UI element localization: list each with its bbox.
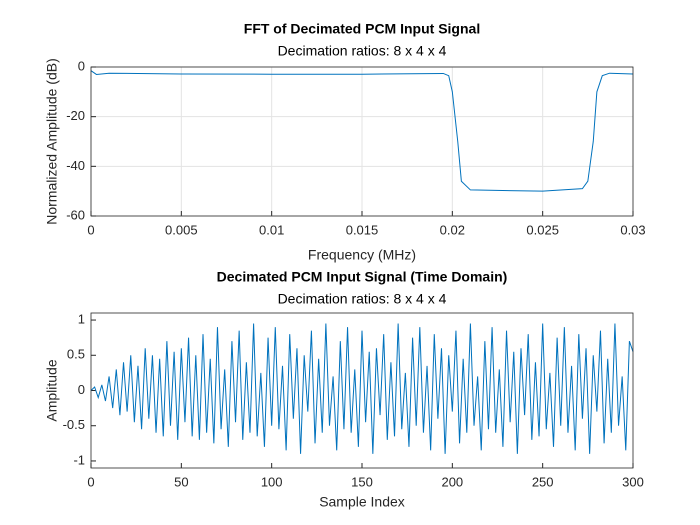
y-tick-label: 0 bbox=[78, 58, 85, 73]
x-tick-label: 0 bbox=[87, 222, 94, 237]
y-axis-label: Amplitude bbox=[44, 359, 60, 421]
chart-subtitle: Decimation ratios: 8 x 4 x 4 bbox=[278, 291, 447, 307]
y-tick-label: 0 bbox=[78, 382, 85, 397]
y-tick-label: -0.5 bbox=[63, 417, 85, 432]
x-tick-label: 0.005 bbox=[165, 222, 198, 237]
x-axis-label: Frequency (MHz) bbox=[308, 247, 416, 263]
x-tick-label: 250 bbox=[532, 474, 554, 489]
axes-box bbox=[90, 312, 634, 469]
x-tick-label: 50 bbox=[174, 474, 188, 489]
x-tick-label: 0.02 bbox=[440, 222, 465, 237]
data-line bbox=[90, 323, 634, 454]
x-tick-label: 100 bbox=[261, 474, 283, 489]
y-tick-label: -40 bbox=[66, 158, 85, 173]
y-axis-label: Normalized Amplitude (dB) bbox=[44, 58, 60, 225]
x-tick-label: 300 bbox=[622, 474, 644, 489]
x-tick-label: 150 bbox=[351, 474, 373, 489]
x-tick-label: 0.01 bbox=[259, 222, 284, 237]
x-tick-label: 0 bbox=[87, 474, 94, 489]
x-tick-label: 200 bbox=[441, 474, 463, 489]
chart-title: FFT of Decimated PCM Input Signal bbox=[244, 21, 480, 37]
chart-subtitle: Decimation ratios: 8 x 4 x 4 bbox=[278, 43, 447, 59]
x-tick-label: 0.025 bbox=[526, 222, 559, 237]
x-tick-label: 0.03 bbox=[620, 222, 645, 237]
chart-title: Decimated PCM Input Signal (Time Domain) bbox=[217, 269, 508, 285]
data-line bbox=[90, 70, 634, 192]
x-axis-label: Sample Index bbox=[319, 494, 405, 510]
y-tick-label: 1 bbox=[78, 311, 85, 326]
y-tick-label: -20 bbox=[66, 108, 85, 123]
x-tick-label: 0.015 bbox=[346, 222, 379, 237]
y-tick-label: -1 bbox=[73, 452, 85, 467]
y-tick-label: 0.5 bbox=[67, 347, 85, 362]
axes-box bbox=[90, 66, 634, 217]
y-tick-label: -60 bbox=[66, 207, 85, 222]
